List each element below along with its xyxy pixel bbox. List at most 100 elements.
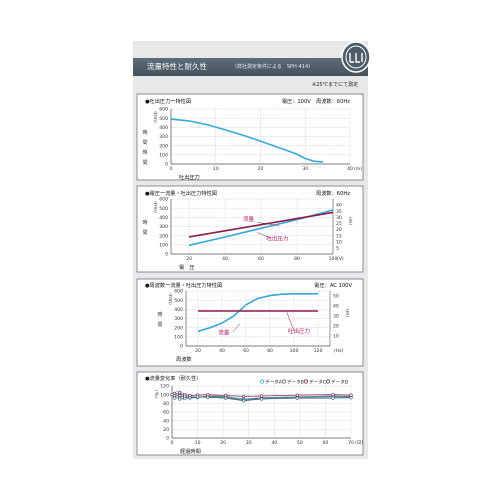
legend-label: データD xyxy=(331,378,349,385)
x-axis-label: 経過時間 xyxy=(180,447,201,455)
x-tick-label: 10 xyxy=(213,166,219,172)
chart-frame xyxy=(136,185,364,273)
x-tick-label: 30 xyxy=(302,166,308,172)
chart-title: ●吐出圧力ー特性図 xyxy=(145,97,191,105)
x-tick-label: 20 xyxy=(195,348,201,354)
data-point xyxy=(172,396,177,400)
x-tick-label: 100 xyxy=(290,348,299,354)
legend-marker xyxy=(259,379,265,384)
page-title: 流量特性と耐久性 xyxy=(147,62,207,71)
y-tick-label: 100 xyxy=(159,242,168,248)
chart-1: ●吐出圧力ー特性図 電圧：100V 周波数：60Hz010020030040050… xyxy=(136,93,364,181)
x-axis-label: 電 圧 xyxy=(179,264,195,271)
chart-title: ●流量変化率（耐久性） xyxy=(145,374,201,382)
label-leader xyxy=(232,323,241,332)
y-tick-label: 80 xyxy=(163,401,169,407)
y-side-label: 間 xyxy=(157,322,162,328)
chart-title: ●周波数ー流量・吐出圧力特性図 xyxy=(145,281,222,289)
data-point xyxy=(349,393,353,397)
y-tick-label: 500 xyxy=(159,206,168,212)
series-label-pressure: 吐出圧力 xyxy=(288,327,310,335)
y-tick-label: 400 xyxy=(159,215,168,221)
series-label-pressure: 吐出圧力 xyxy=(266,234,288,242)
y-tick-label: 400 xyxy=(159,125,168,131)
y2-tick-label: 20 xyxy=(333,324,339,330)
y2-tick-label: 25 xyxy=(336,221,342,227)
data-point xyxy=(206,393,210,397)
y2-tick-label: 30 xyxy=(336,215,342,221)
y-tick-label: 40 xyxy=(163,418,169,424)
y-unit: (%) xyxy=(153,390,159,398)
legend-marker xyxy=(325,379,331,384)
x-tick-label: 0 xyxy=(171,440,174,446)
y2-tick-label: 15 xyxy=(336,233,342,239)
y-tick-label: 200 xyxy=(174,325,183,331)
data-point xyxy=(331,393,335,397)
legend-marker xyxy=(303,379,309,384)
chart-conditions: 電圧：100V 周波数：60Hz xyxy=(282,97,350,105)
x-unit: (V) xyxy=(337,256,344,262)
x-tick-label: 40 xyxy=(219,348,225,354)
y-tick-label: 120 xyxy=(160,384,169,390)
legend-label: データA xyxy=(265,378,283,385)
chart-4: ●流量変化率（耐久性） 0 20 40 60 80 100 120 0 10 20 30 40 50 60 7… xyxy=(136,371,364,456)
x-tick-label: 70 xyxy=(348,440,354,446)
data-point xyxy=(178,397,182,401)
x-tick-label: 20 xyxy=(186,256,192,262)
y2-unit: (m) xyxy=(347,217,353,225)
y-unit: (ℓ/m) xyxy=(152,201,158,213)
data-point xyxy=(206,395,210,399)
chart-conditions: 電圧：AC 100V xyxy=(314,282,352,289)
y-side-label: 時 xyxy=(142,220,147,226)
chart-title: ●電圧ー流量・吐出圧力特性図 xyxy=(145,189,217,197)
label-leader xyxy=(257,222,280,226)
x-tick-label: 80 xyxy=(267,348,273,354)
series-line xyxy=(197,293,318,333)
series-line xyxy=(188,211,334,238)
y2-tick-label: 5 xyxy=(336,245,339,251)
y-tick-label: 0 xyxy=(180,344,183,350)
legend-label: データC xyxy=(309,378,326,385)
series-line xyxy=(170,118,324,163)
y-tick-label: 300 xyxy=(174,316,183,322)
y-tick-label: 600 xyxy=(159,197,168,203)
y-side-label: 時 xyxy=(157,312,162,318)
y-tick-label: 300 xyxy=(159,224,168,230)
measurement-note: ※25℃までにて測定 xyxy=(312,82,359,88)
data-point xyxy=(170,393,174,397)
y2-tick-label: 40 xyxy=(333,304,339,310)
x-axis-label: 周波数 xyxy=(176,355,192,363)
x-tick-label: 60 xyxy=(322,440,328,446)
x-tick-label: 10 xyxy=(195,440,201,446)
y2-tick-label: 35 xyxy=(336,209,342,215)
y2-tick-label: 30 xyxy=(333,314,339,320)
y-side-label: 時 xyxy=(142,130,147,136)
chart-frame xyxy=(136,278,364,367)
y-tick-label: 200 xyxy=(159,233,168,239)
chart-2: ●電圧ー流量・吐出圧力特性図 周波数：60Hz 0 100 200 300 400 500 60… xyxy=(136,185,364,273)
y-tick-label: 400 xyxy=(174,307,183,313)
y2-tick-label: 50 xyxy=(333,294,339,300)
data-point xyxy=(331,396,335,400)
x-tick-label: 80 xyxy=(294,256,300,262)
x-tick-label: 120 xyxy=(314,348,323,354)
data-point xyxy=(259,394,264,398)
data-point xyxy=(178,390,182,395)
x-tick-label: 100 xyxy=(329,256,338,262)
data-point xyxy=(178,393,182,398)
y-tick-label: 60 xyxy=(163,410,169,416)
data-point xyxy=(242,399,246,403)
label-leader xyxy=(286,311,295,331)
chart-3: ●周波数ー流量・吐出圧力特性図 電圧：AC 100V 0 100 200 300 400 50… xyxy=(136,278,364,367)
y-side-label: 間 xyxy=(142,230,147,236)
quality-logo xyxy=(341,41,371,73)
x-axis-label: 吐出圧力 xyxy=(179,173,200,181)
data-point xyxy=(242,394,246,399)
data-point xyxy=(188,396,192,400)
y-tick-label: 600 xyxy=(159,107,168,113)
legend-label: データB xyxy=(287,378,304,385)
header-bar xyxy=(133,58,368,76)
x-tick-label: 40 xyxy=(347,166,353,172)
series-label-flow: 流量 xyxy=(218,329,230,337)
data-point xyxy=(180,396,184,400)
